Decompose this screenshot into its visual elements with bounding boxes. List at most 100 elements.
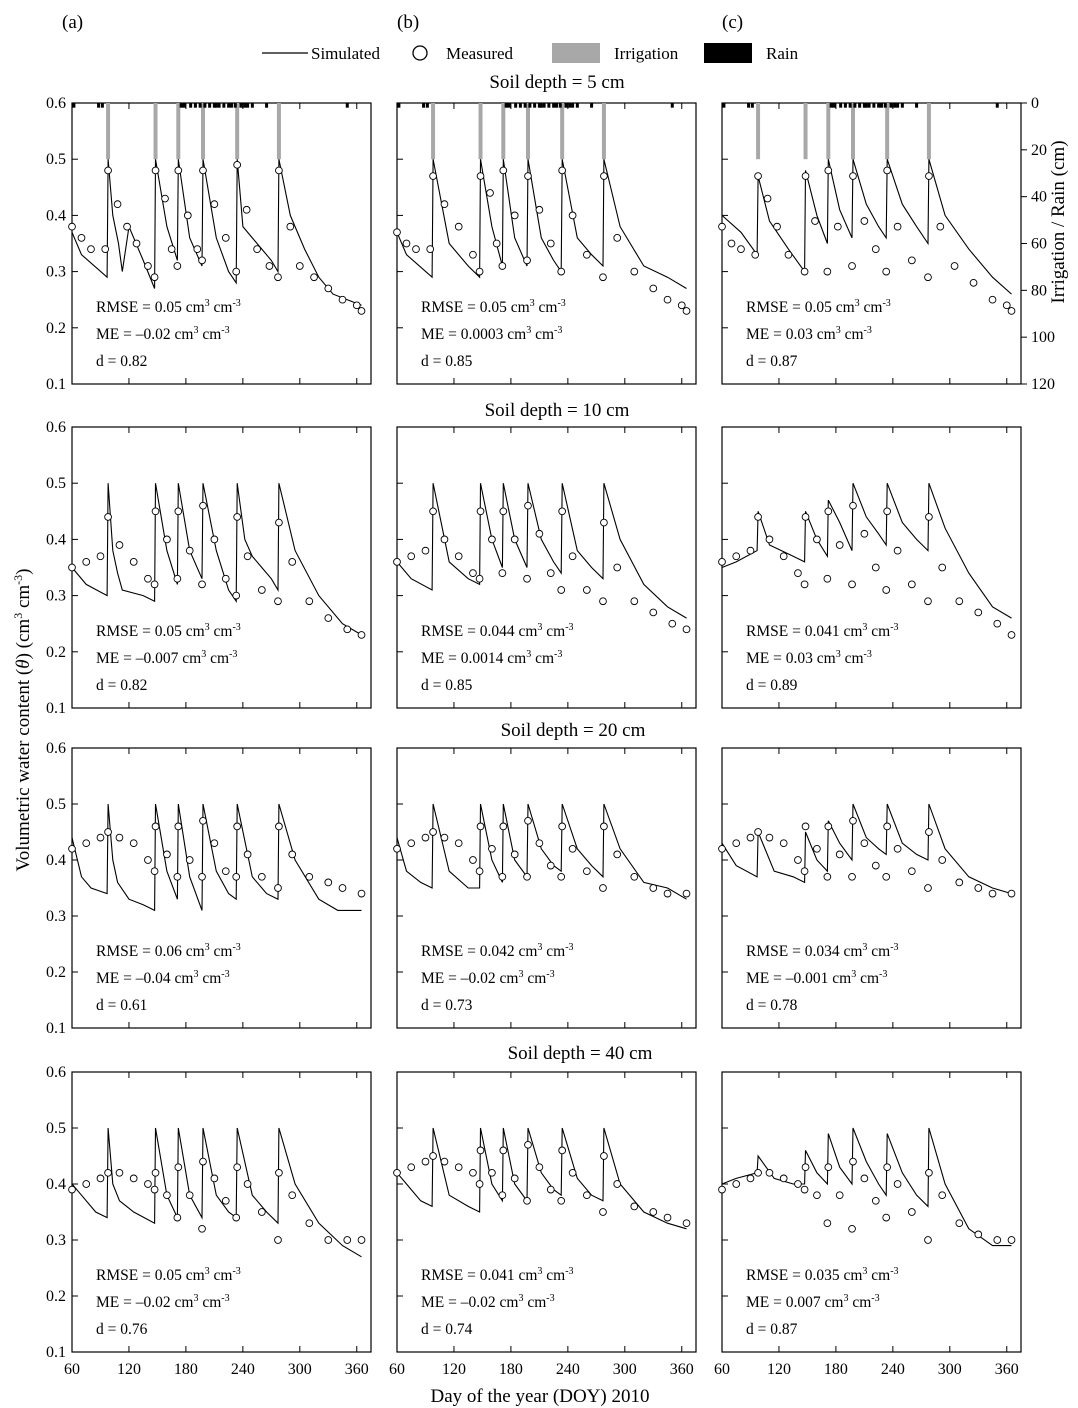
panel-r2-c2: RMSE = 0.044 cm3 cm-3 ME = 0.0014 cm3 cm-… (393, 426, 697, 709)
stat-unit: cm (542, 1267, 565, 1284)
stat-unit: cm (841, 326, 864, 343)
measured-point (1007, 631, 1016, 639)
stat-sup: -3 (221, 1293, 229, 1304)
measured-point (860, 217, 869, 225)
measured-point (274, 884, 282, 892)
measured-point (305, 597, 314, 606)
rain-bar (345, 103, 349, 108)
measured-point (663, 889, 672, 898)
measured-point (523, 872, 531, 881)
measured-point (221, 234, 230, 242)
rain-bar (100, 103, 104, 108)
measured-point (524, 816, 532, 825)
measured-point (510, 850, 519, 859)
measured-point (357, 631, 366, 639)
measured-point (199, 1157, 207, 1166)
stat-me: ME = –0.001 cm3 cm-3 (746, 969, 887, 987)
measured-point (882, 1213, 891, 1222)
stat-d: d = 0.87 (746, 1321, 798, 1338)
stat-d: d = 0.74 (421, 1321, 473, 1338)
measured-point (823, 872, 832, 881)
measured-point (546, 861, 555, 870)
rain-bar (564, 103, 568, 108)
rain-bar (879, 103, 883, 108)
y-tick-label: 0.1 (46, 700, 66, 717)
measured-point (801, 513, 810, 521)
measured-point (129, 839, 138, 848)
y-tick-label: 0.5 (46, 475, 66, 492)
measured-point (938, 563, 947, 572)
measured-point (498, 1191, 507, 1200)
measured-point (779, 1174, 788, 1183)
panel-r2-c3: RMSE = 0.041 cm3 cm-3 ME = 0.03 cm3 cm-3 d… (718, 426, 1022, 709)
stat-d: d = 0.85 (421, 353, 473, 370)
measured-point (407, 1163, 416, 1172)
legend-measured-marker (412, 45, 428, 61)
measured-point (754, 828, 762, 836)
legend: Simulated Measured Irrigation Rain (262, 43, 799, 63)
measured-point (924, 273, 932, 282)
measured-point (883, 507, 892, 516)
measured-point (183, 211, 192, 220)
measured-point (274, 273, 282, 282)
measured-point (746, 833, 755, 842)
measured-point (860, 839, 869, 848)
measured-point (882, 267, 891, 276)
measured-point (955, 597, 964, 606)
rain-bar (239, 103, 243, 108)
measured-point (498, 872, 507, 881)
measured-point (77, 234, 86, 242)
measured-point (232, 1213, 241, 1222)
rain-bar (233, 103, 237, 108)
measured-point (161, 194, 169, 203)
measured-point (499, 507, 508, 516)
stat-sup: -3 (882, 298, 890, 309)
panel-r1-c1: 0.1 0.2 0.3 0.4 0.5 0.6 RMSE = 0.05 cm3 cm-3 ME… (46, 95, 372, 393)
measured-point (185, 1191, 194, 1200)
measured-point (582, 586, 591, 594)
measured-point (649, 284, 658, 293)
measured-point (677, 301, 686, 310)
measured-point (813, 535, 821, 544)
measured-point (765, 833, 774, 842)
measured-point (167, 245, 176, 253)
measured-point (393, 558, 401, 566)
legend-irrigation-swatch (552, 43, 600, 63)
irrigation-bar (525, 103, 530, 160)
measured-point (811, 217, 819, 225)
panel-r3-c1: 0.1 0.2 0.3 0.4 0.5 0.6 RMSE = 0.06 cm3 cm-3 ME… (46, 740, 372, 1037)
y-tick-label: 0.6 (46, 419, 66, 436)
stat-sup: 3 (205, 298, 210, 309)
measured-point (732, 839, 741, 848)
simulated-line (71, 1127, 362, 1258)
measured-point (907, 1208, 916, 1216)
rain-bar (832, 103, 836, 108)
measured-point (558, 822, 567, 831)
measured-point (233, 160, 242, 169)
stat-d: d = 0.85 (421, 677, 473, 694)
simulated-line (721, 482, 1012, 619)
stat-sup: 3 (526, 325, 531, 336)
measured-point (144, 262, 152, 270)
measured-point (546, 239, 555, 248)
x-tick-label: 240 (881, 1361, 905, 1378)
measured-point (763, 194, 772, 203)
panel-r3-c3: RMSE = 0.034 cm3 cm-3 ME = –0.001 cm3 cm-… (718, 747, 1022, 1029)
measured-point (104, 828, 112, 836)
measured-point (582, 1191, 591, 1200)
stat-me: ME = 0.03 cm3 cm-3 (746, 649, 872, 667)
stat-d: d = 0.73 (421, 997, 473, 1014)
stat-rmse: RMSE = 0.042 cm3 cm-3 (421, 942, 574, 960)
stat-rmse: RMSE = 0.05 cm3 cm-3 (96, 1266, 241, 1284)
y-tick-label: 0.6 (46, 740, 66, 757)
irrigation-bar (826, 103, 831, 160)
measured-point (440, 200, 449, 209)
x-tick-label: 180 (499, 1361, 523, 1378)
measured-point (523, 574, 531, 583)
legend-irrigation-label: Irrigation (614, 44, 679, 63)
measured-point (613, 563, 622, 572)
measured-point (310, 273, 318, 282)
measured-point (429, 1152, 437, 1160)
measured-point (338, 295, 347, 304)
stat-sup: -3 (221, 325, 229, 336)
